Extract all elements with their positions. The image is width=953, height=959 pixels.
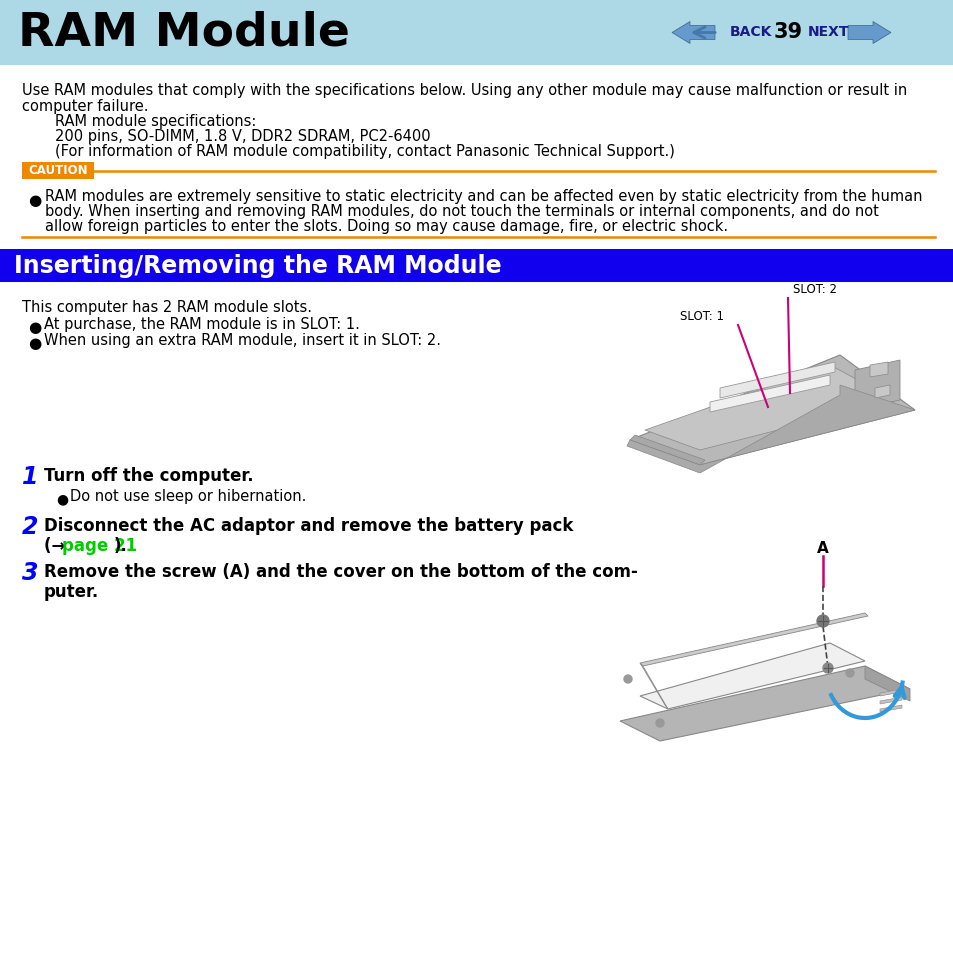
- Polygon shape: [639, 663, 667, 709]
- Text: Inserting/Removing the RAM Module: Inserting/Removing the RAM Module: [14, 253, 501, 277]
- Text: Turn off the computer.: Turn off the computer.: [44, 467, 253, 485]
- Text: page 21: page 21: [62, 537, 137, 555]
- Bar: [22, 162, 94, 179]
- Bar: [0, 0, 953, 65]
- Polygon shape: [639, 613, 867, 666]
- Text: RAM modules are extremely sensitive to static electricity and can be affected ev: RAM modules are extremely sensitive to s…: [45, 189, 922, 204]
- Text: ●: ●: [28, 193, 41, 208]
- Text: 200 pins, SO-DIMM, 1.8 V, DDR2 SDRAM, PC2-6400: 200 pins, SO-DIMM, 1.8 V, DDR2 SDRAM, PC…: [55, 129, 430, 144]
- Text: 39: 39: [773, 22, 801, 42]
- Circle shape: [816, 615, 828, 627]
- Text: RAM Module: RAM Module: [18, 10, 350, 55]
- Text: computer failure.: computer failure.: [22, 99, 149, 114]
- Polygon shape: [644, 365, 894, 450]
- Text: NEXT: NEXT: [807, 26, 848, 39]
- Text: RAM module specifications:: RAM module specifications:: [55, 114, 256, 129]
- Text: 1: 1: [22, 465, 38, 489]
- Text: body. When inserting and removing RAM modules, do not touch the terminals or int: body. When inserting and removing RAM mo…: [45, 204, 878, 219]
- Text: ●: ●: [28, 336, 41, 351]
- Text: (For information of RAM module compatibility, contact Panasonic Technical Suppor: (For information of RAM module compatibi…: [55, 144, 674, 159]
- Text: CAUTION: CAUTION: [29, 164, 88, 177]
- Text: SLOT: 1: SLOT: 1: [679, 310, 723, 323]
- Text: allow foreign particles to enter the slots. Doing so may cause damage, fire, or : allow foreign particles to enter the slo…: [45, 219, 727, 234]
- Polygon shape: [626, 385, 914, 473]
- Circle shape: [822, 663, 832, 673]
- Text: Use RAM modules that comply with the specifications below. Using any other modul: Use RAM modules that comply with the spe…: [22, 83, 906, 98]
- Polygon shape: [629, 435, 704, 465]
- Text: 3: 3: [22, 561, 38, 585]
- Polygon shape: [879, 697, 901, 704]
- Text: This computer has 2 RAM module slots.: This computer has 2 RAM module slots.: [22, 300, 312, 315]
- Text: ).: ).: [113, 537, 128, 555]
- Polygon shape: [864, 666, 909, 701]
- Text: SLOT: 2: SLOT: 2: [792, 283, 836, 296]
- Polygon shape: [879, 705, 901, 712]
- Text: (→: (→: [44, 537, 71, 555]
- Text: At purchase, the RAM module is in SLOT: 1.: At purchase, the RAM module is in SLOT: …: [44, 317, 359, 332]
- Polygon shape: [854, 360, 899, 410]
- Text: BACK: BACK: [729, 26, 772, 39]
- Text: Do not use sleep or hibernation.: Do not use sleep or hibernation.: [70, 489, 306, 504]
- Circle shape: [845, 669, 853, 677]
- Text: ●: ●: [56, 492, 68, 506]
- Polygon shape: [619, 666, 909, 741]
- Polygon shape: [879, 689, 901, 696]
- FancyArrow shape: [847, 21, 890, 43]
- Text: Remove the screw (A) and the cover on the bottom of the com-: Remove the screw (A) and the cover on th…: [44, 563, 638, 581]
- Text: A: A: [817, 541, 828, 556]
- Circle shape: [656, 719, 663, 727]
- Bar: [0, 249, 953, 282]
- FancyArrow shape: [671, 21, 714, 43]
- Polygon shape: [720, 362, 834, 398]
- Polygon shape: [869, 362, 887, 377]
- Polygon shape: [639, 643, 864, 709]
- Text: When using an extra RAM module, insert it in SLOT: 2.: When using an extra RAM module, insert i…: [44, 333, 440, 348]
- Polygon shape: [709, 375, 829, 412]
- Text: puter.: puter.: [44, 583, 99, 601]
- Circle shape: [623, 675, 631, 683]
- Text: ●: ●: [28, 320, 41, 335]
- Polygon shape: [629, 355, 914, 465]
- Polygon shape: [874, 385, 889, 398]
- Text: Disconnect the AC adaptor and remove the battery pack: Disconnect the AC adaptor and remove the…: [44, 517, 573, 535]
- Text: 2: 2: [22, 515, 38, 539]
